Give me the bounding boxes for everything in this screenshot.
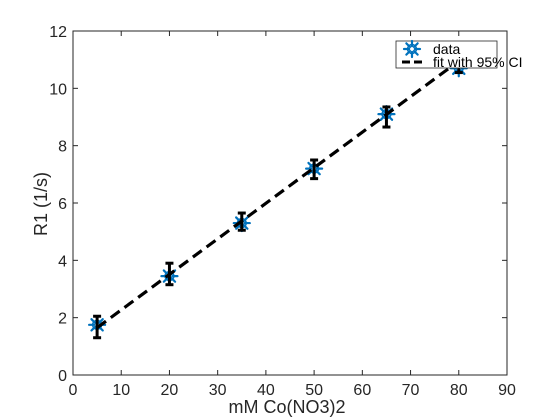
y-tick-label: 0 <box>58 368 67 385</box>
data-point-spoke <box>97 318 104 324</box>
x-tick-label: 70 <box>402 382 420 399</box>
x-tick-label: 0 <box>69 382 78 399</box>
data-point-spoke <box>235 223 241 230</box>
fit-line <box>96 59 460 329</box>
data-point-spoke <box>314 169 321 176</box>
y-tick-label: 4 <box>58 253 67 270</box>
plot-area <box>88 59 468 340</box>
data-point-spoke <box>242 223 249 230</box>
legend-label-data: data <box>433 41 460 57</box>
x-tick-label: 40 <box>257 382 275 399</box>
x-tick-label: 80 <box>450 382 468 399</box>
data-point-spoke <box>90 325 97 332</box>
ci-errorbar <box>310 158 319 181</box>
x-tick-label: 90 <box>498 382 516 399</box>
legend-marker-data <box>402 39 422 59</box>
legend-marker-asterisk-spoke <box>405 49 412 56</box>
data-point-spoke <box>90 318 97 324</box>
data-point-spoke <box>379 115 386 121</box>
data-point-spoke <box>170 276 177 283</box>
data-point-spoke <box>379 107 386 114</box>
x-tick-label: 10 <box>112 382 130 399</box>
x-tick-label: 30 <box>209 382 227 399</box>
y-tick-label: 6 <box>58 196 67 213</box>
legend-marker-asterisk-ring <box>406 43 418 55</box>
data-point-spoke <box>307 161 314 168</box>
legend-marker-asterisk-spoke <box>412 42 419 49</box>
data-point-spoke <box>162 276 169 283</box>
data-point-spoke <box>162 269 169 276</box>
data-point-spoke <box>387 115 394 121</box>
axes-box <box>72 30 508 376</box>
legend-marker-asterisk-spoke <box>412 49 419 56</box>
legend-marker-asterisk <box>402 39 422 59</box>
legend-marker-asterisk-spoke <box>405 42 412 49</box>
data-point-spoke <box>235 216 241 223</box>
axes: 0 10 20 30 40 50 60 70 80 90 0 2 4 6 8 10 12 <box>49 24 516 399</box>
legend: data fit with 95% CI <box>395 39 522 70</box>
y-tick-label: 12 <box>49 24 67 41</box>
y-tick-label: 10 <box>49 81 67 98</box>
y-tick-label: 8 <box>58 139 67 156</box>
y-tick-label: 2 <box>58 311 67 328</box>
ci-errorbar <box>382 105 391 129</box>
x-tick-label: 50 <box>305 382 323 399</box>
legend-label-fit: fit with 95% CI <box>433 54 522 70</box>
y-axis-label: R1 (1/s) <box>31 172 51 236</box>
x-axis-label: mM Co(NO3)2 <box>228 397 345 417</box>
x-tick-label: 60 <box>353 382 371 399</box>
data-point-spoke <box>242 216 249 223</box>
x-tick-label: 20 <box>161 382 179 399</box>
